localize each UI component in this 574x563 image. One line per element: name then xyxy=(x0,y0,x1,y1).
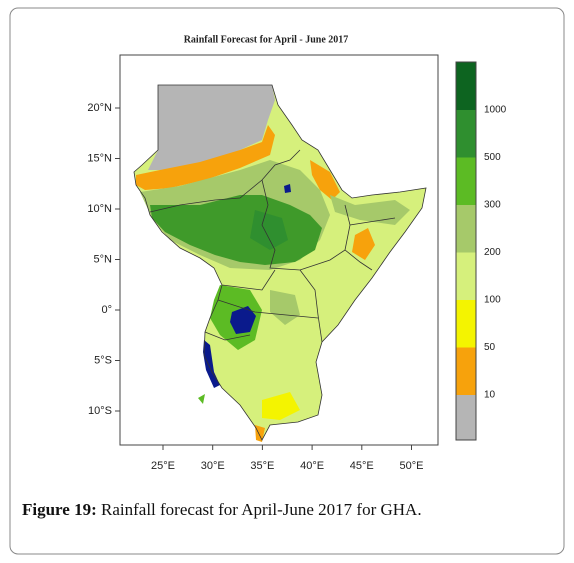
y-tick-label: 10°N xyxy=(87,203,112,215)
colorbar-label: 300 xyxy=(484,200,501,211)
x-tick-label: 40°E xyxy=(300,460,324,472)
high-rain xyxy=(150,195,322,265)
dry-zone xyxy=(148,85,275,170)
border-line xyxy=(217,269,319,319)
mid-rain-patch xyxy=(262,392,300,420)
colorbar-swatch xyxy=(456,347,476,395)
very-high-rain xyxy=(250,210,288,250)
x-tick-label: 25°E xyxy=(151,460,175,472)
colorbar-swatch xyxy=(456,300,476,348)
caption-text: Rainfall forecast for April-June 2017 fo… xyxy=(101,500,422,519)
lake-tanganyika xyxy=(203,340,220,388)
low-rain-patch xyxy=(352,228,375,260)
colorbar-label: 200 xyxy=(484,247,501,258)
lake-tana xyxy=(284,184,291,193)
map-title: Rainfall Forecast for April - June 2017 xyxy=(184,34,349,45)
low-rain-patch xyxy=(310,160,340,200)
outline xyxy=(133,84,427,441)
x-tick-label: 45°E xyxy=(350,460,374,472)
colorbar-swatch xyxy=(456,205,476,253)
x-tick-label: 30°E xyxy=(201,460,225,472)
moderate-rain xyxy=(270,290,300,325)
low-rain-patch xyxy=(255,425,265,442)
y-tick-label: 5°N xyxy=(94,253,113,265)
colorbar-label: 500 xyxy=(484,152,501,163)
low-rain-band xyxy=(136,125,275,190)
colorbar-swatch xyxy=(456,252,476,300)
map xyxy=(133,84,427,442)
colorbar-swatch xyxy=(456,62,476,110)
colorbar-swatch xyxy=(456,395,476,440)
colorbar-label: 100 xyxy=(484,295,501,306)
caption-label: Figure 19: xyxy=(22,500,97,519)
y-tick-label: 10°S xyxy=(88,405,112,417)
lake-victoria xyxy=(230,306,256,334)
y-tick-label: 0° xyxy=(101,304,112,316)
y-tick-label: 15°N xyxy=(87,152,112,164)
x-tick-label: 50°E xyxy=(400,460,424,472)
islet xyxy=(198,394,205,404)
moderate-rain xyxy=(330,195,410,225)
border-line xyxy=(204,204,396,341)
x-tick-label: 35°E xyxy=(250,460,274,472)
colorbar-label: 50 xyxy=(484,342,496,353)
colorbar-label: 1000 xyxy=(484,105,507,116)
y-tick-label: 20°N xyxy=(87,102,112,114)
colorbar-swatch xyxy=(456,157,476,205)
border-line xyxy=(299,269,323,343)
colorbar-label: 10 xyxy=(484,390,496,401)
border-line xyxy=(261,179,373,271)
colorbar-swatch xyxy=(456,110,476,158)
y-tick-label: 5°S xyxy=(94,354,112,366)
colorbar-frame xyxy=(455,61,477,441)
colorbar: 1000 500 300 200 100 50 10 xyxy=(455,61,507,441)
frame xyxy=(9,7,565,555)
caption: Figure 19: Rainfall forecast for April-J… xyxy=(22,500,422,520)
border-line xyxy=(149,149,301,213)
